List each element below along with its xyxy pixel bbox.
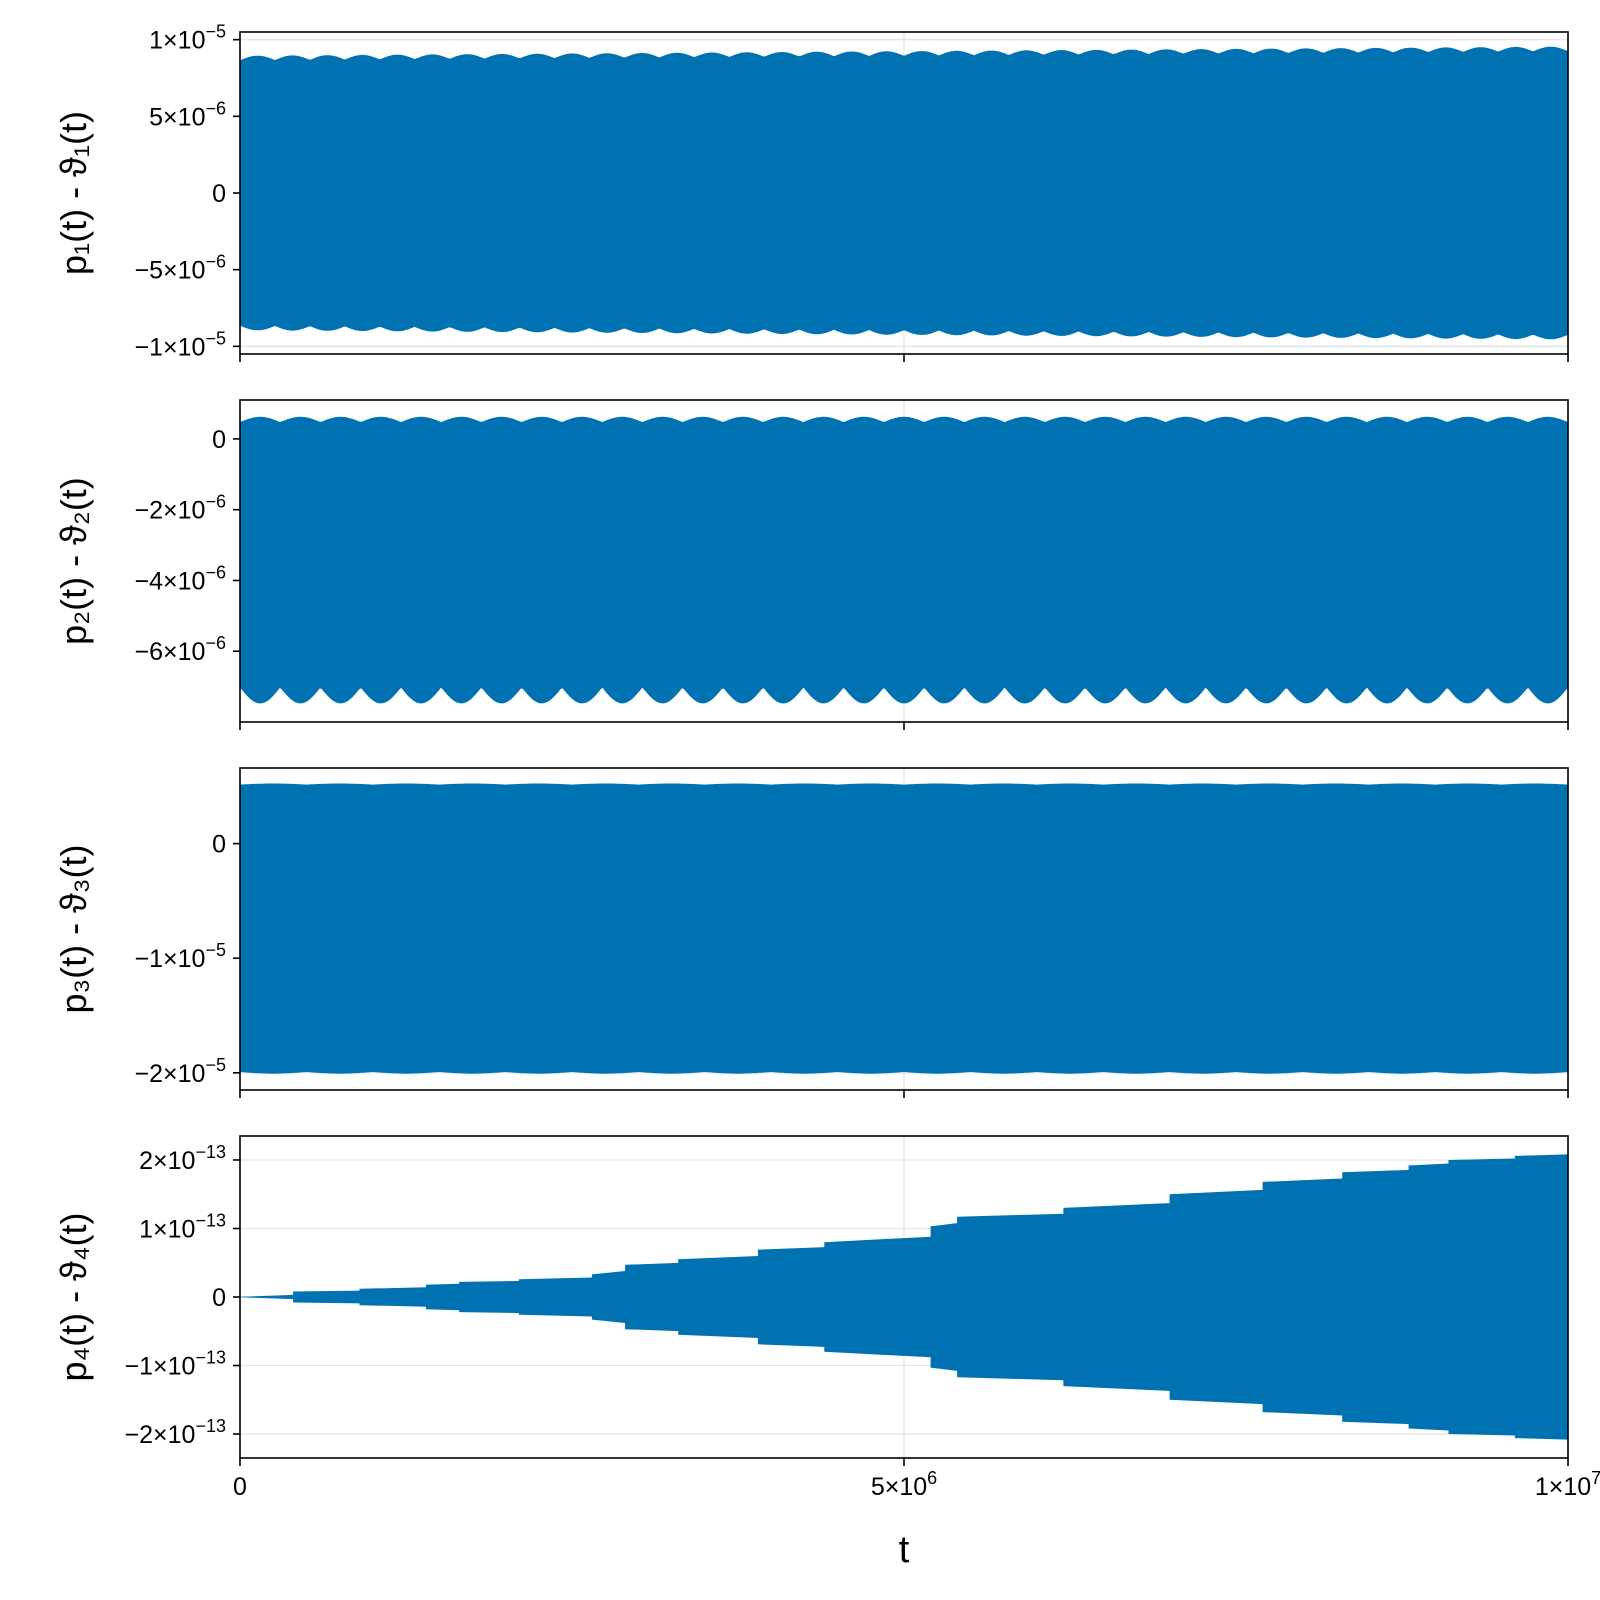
y-tick-label: −5×10−6 — [135, 252, 226, 285]
y-tick-label: 0 — [212, 1284, 226, 1312]
y-tick-label: 0 — [212, 831, 226, 859]
panel-4: 2×10−13 1×10−13 0 −1×10−13 −2×10−13 p₄(t) - ϑ… — [53, 1135, 1569, 1466]
y-tick-label: −6×10−6 — [135, 633, 226, 666]
x-axis: 0 5×106 1×107 t — [233, 1468, 1600, 1571]
x-tick-label: 0 — [233, 1473, 247, 1501]
y-tick-label: −1×10−13 — [125, 1348, 226, 1381]
y-axis-label: p₄(t) - ϑ₄(t) — [53, 1212, 94, 1381]
y-tick-label: 0 — [212, 426, 226, 454]
y-tick-label: −2×10−6 — [135, 492, 226, 525]
x-axis-label: t — [899, 1529, 910, 1571]
y-tick-label: −1×10−5 — [135, 940, 226, 973]
y-tick-label: 0 — [212, 180, 226, 208]
panel-2: 0 −2×10−6 −4×10−6 −6×10−6 p₂(t) - ϑ₂(t) — [53, 399, 1569, 730]
series-band-4 — [240, 1151, 1568, 1443]
y-axis-label: p₃(t) - ϑ₃(t) — [53, 845, 94, 1014]
series-band-1 — [240, 46, 1568, 340]
y-tick-label: 1×10−5 — [149, 22, 226, 55]
y-axis-label: p₂(t) - ϑ₂(t) — [53, 477, 94, 645]
series-band-3 — [240, 783, 1568, 1074]
series-band-2 — [240, 416, 1568, 704]
y-tick-label: 1×10−13 — [139, 1210, 226, 1243]
x-tick-label: 1×107 — [1535, 1468, 1600, 1501]
y-tick-label: −2×10−13 — [125, 1416, 226, 1449]
panel-1: 1×10−5 5×10−6 0 −5×10−6 −1×10−5 p₁(t) - ϑ₁(t) — [53, 22, 1569, 362]
y-tick-label: −1×10−5 — [135, 328, 226, 361]
y-tick-label: −2×10−5 — [135, 1055, 226, 1088]
y-tick-label: −4×10−6 — [135, 562, 226, 595]
y-tick-label: 2×10−13 — [139, 1142, 226, 1175]
y-tick-label: 5×10−6 — [149, 98, 226, 131]
y-axis-label: p₁(t) - ϑ₁(t) — [53, 111, 94, 275]
panel-3: 0 −1×10−5 −2×10−5 p₃(t) - ϑ₃(t) — [53, 767, 1569, 1098]
x-tick-label: 5×106 — [871, 1468, 937, 1501]
